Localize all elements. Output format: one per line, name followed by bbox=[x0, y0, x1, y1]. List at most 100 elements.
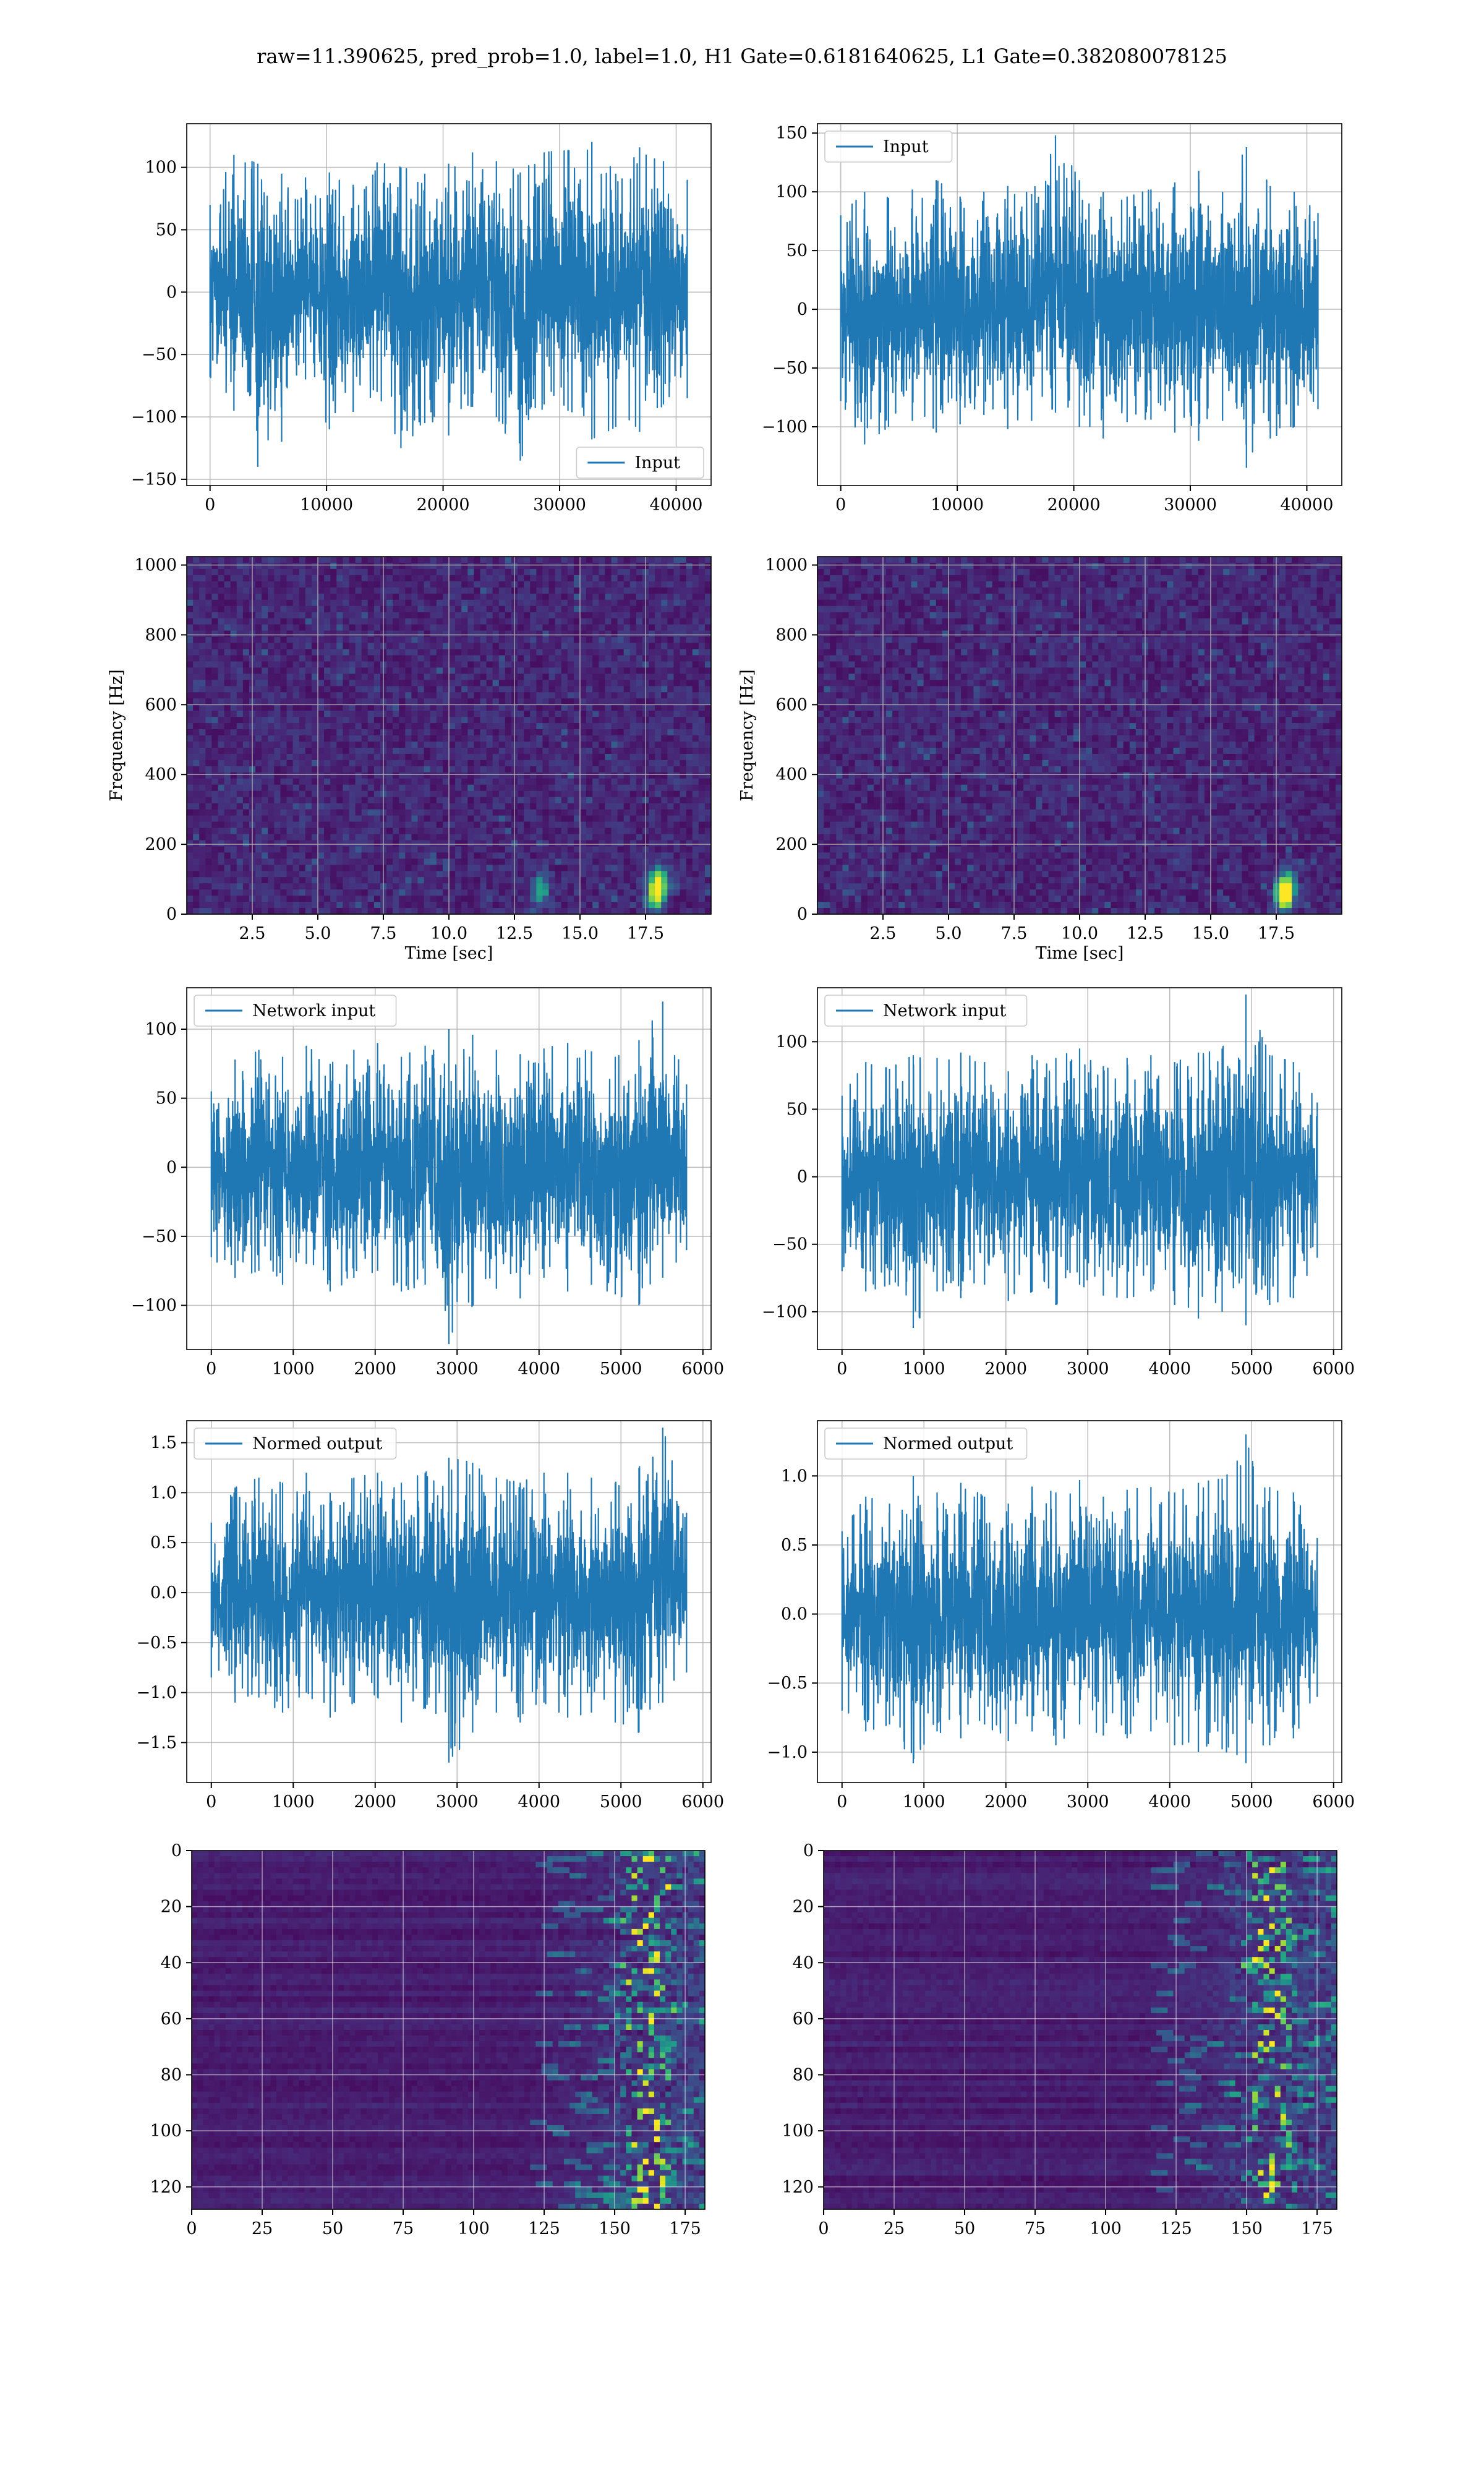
x-tick-label: 17.5 bbox=[1258, 924, 1295, 943]
l1-input-strain: 0 10000 20000 30000 40000 −100 −50 0 50 100 150 Inp… bbox=[762, 123, 1342, 515]
x-tick-label: 2000 bbox=[984, 1359, 1027, 1379]
x-tick-label: 50 bbox=[954, 2219, 975, 2238]
y-tick-label: 1000 bbox=[134, 556, 177, 575]
x-tick-label: 125 bbox=[1160, 2219, 1192, 2238]
x-tick-label: 40000 bbox=[1281, 495, 1334, 515]
y-tick-label: 0 bbox=[171, 1841, 182, 1860]
y-tick-label: 20 bbox=[161, 1898, 182, 1917]
y-axis-label: Frequency [Hz] bbox=[738, 669, 757, 801]
y-tick-label: 0 bbox=[803, 1841, 814, 1860]
h1-network-input: 0 1000 2000 3000 4000 5000 6000 −100 −50 0 50 100 Ne… bbox=[131, 987, 724, 1379]
y-tick-label: −1.0 bbox=[767, 1743, 808, 1762]
y-tick-label: −100 bbox=[131, 408, 177, 427]
y-tick-label: −1.5 bbox=[136, 1733, 177, 1752]
y-tick-label: 400 bbox=[145, 765, 177, 784]
y-tick-label: −150 bbox=[131, 470, 177, 489]
x-tick-label: 25 bbox=[884, 2219, 905, 2238]
axes-frame bbox=[186, 123, 712, 486]
y-tick-label: 1.5 bbox=[150, 1434, 177, 1453]
x-tick-label: 5.0 bbox=[936, 924, 962, 943]
x-tick-label: 6000 bbox=[1312, 1359, 1355, 1379]
x-tick-label: 75 bbox=[1025, 2219, 1046, 2238]
x-tick-label: 0 bbox=[835, 495, 846, 515]
x-tick-label: 40000 bbox=[650, 495, 703, 515]
x-axis-label: Time [sec] bbox=[405, 944, 493, 963]
x-tick-label: 0 bbox=[186, 2219, 197, 2238]
x-tick-label: 2000 bbox=[984, 1792, 1027, 1812]
y-tick-label: −0.5 bbox=[136, 1633, 177, 1653]
x-tick-label: 125 bbox=[528, 2219, 560, 2238]
axes-frame bbox=[823, 1850, 1337, 2210]
legend-box bbox=[576, 447, 704, 479]
x-tick-label: 0 bbox=[818, 2219, 829, 2238]
y-tick-label: −100 bbox=[131, 1296, 177, 1316]
x-tick-label: 0 bbox=[837, 1359, 847, 1379]
y-tick-label: 50 bbox=[156, 220, 177, 239]
y-tick-label: −100 bbox=[762, 1303, 808, 1322]
series-line bbox=[209, 142, 688, 467]
x-tick-label: 150 bbox=[599, 2219, 631, 2238]
x-tick-label: 0 bbox=[206, 1792, 216, 1812]
y-tick-label: 50 bbox=[787, 241, 808, 260]
y-tick-label: −100 bbox=[762, 417, 808, 437]
y-tick-label: 100 bbox=[150, 2121, 182, 2141]
x-tick-label: 5000 bbox=[1230, 1359, 1273, 1379]
axes-frame bbox=[191, 1850, 706, 2210]
x-tick-label: 75 bbox=[393, 2219, 414, 2238]
y-tick-label: 0.0 bbox=[150, 1583, 177, 1603]
x-tick-label: 17.5 bbox=[627, 924, 664, 943]
legend-label: Input bbox=[883, 137, 929, 156]
y-tick-label: 60 bbox=[793, 2010, 814, 2029]
legend-box bbox=[194, 995, 397, 1027]
legend-box bbox=[824, 995, 1028, 1027]
x-tick-label: 10000 bbox=[931, 495, 984, 515]
y-tick-label: 100 bbox=[145, 1020, 177, 1039]
y-tick-label: 50 bbox=[787, 1100, 808, 1119]
x-tick-label: 5000 bbox=[600, 1359, 642, 1379]
series-line bbox=[841, 994, 1318, 1329]
x-tick-label: 20000 bbox=[1047, 495, 1101, 515]
y-tick-label: 80 bbox=[793, 2066, 814, 2085]
x-tick-label: 4000 bbox=[1148, 1359, 1191, 1379]
axes-frame bbox=[817, 556, 1342, 915]
y-tick-label: 0 bbox=[166, 283, 177, 302]
y-tick-label: 600 bbox=[145, 695, 177, 714]
y-tick-label: −0.5 bbox=[767, 1674, 808, 1693]
x-tick-label: 2.5 bbox=[870, 924, 897, 943]
y-tick-label: 100 bbox=[775, 1032, 808, 1051]
x-tick-label: 10.0 bbox=[430, 924, 467, 943]
series-line bbox=[841, 1434, 1318, 1763]
y-tick-label: −50 bbox=[772, 1235, 808, 1254]
x-tick-label: 100 bbox=[458, 2219, 490, 2238]
y-tick-label: 0.5 bbox=[781, 1536, 808, 1555]
x-tick-label: 5000 bbox=[600, 1792, 642, 1812]
axes-frame bbox=[817, 1420, 1342, 1783]
x-tick-label: 10000 bbox=[300, 495, 353, 515]
y-tick-label: 0 bbox=[797, 905, 808, 924]
x-tick-label: 4000 bbox=[1148, 1792, 1191, 1812]
y-tick-label: 80 bbox=[161, 2066, 182, 2085]
h1-input-strain: 0 10000 20000 30000 40000 −150 −100 −50 0 50 100 In… bbox=[131, 123, 712, 515]
legend-label: Normed output bbox=[883, 1434, 1013, 1453]
y-tick-label: 0 bbox=[797, 1168, 808, 1187]
x-axis-label: Time [sec] bbox=[1036, 944, 1124, 963]
x-tick-label: 0 bbox=[206, 1359, 216, 1379]
x-tick-label: 2.5 bbox=[239, 924, 266, 943]
x-tick-label: 15.0 bbox=[1192, 924, 1229, 943]
x-tick-label: 2000 bbox=[354, 1359, 396, 1379]
y-tick-label: 800 bbox=[775, 625, 808, 644]
y-tick-label: 0 bbox=[797, 300, 808, 319]
series-line bbox=[840, 135, 1319, 468]
x-tick-label: 3000 bbox=[1067, 1792, 1109, 1812]
y-tick-label: 0 bbox=[166, 1158, 177, 1177]
y-tick-label: 60 bbox=[161, 2010, 182, 2029]
y-tick-label: 0.5 bbox=[150, 1533, 177, 1552]
x-tick-label: 20000 bbox=[417, 495, 470, 515]
legend-box bbox=[824, 1427, 1028, 1460]
x-tick-label: 6000 bbox=[681, 1359, 724, 1379]
legend-label: Input bbox=[634, 453, 680, 473]
x-tick-label: 4000 bbox=[518, 1792, 560, 1812]
x-tick-label: 12.5 bbox=[1127, 924, 1164, 943]
y-tick-label: 800 bbox=[145, 625, 177, 644]
legend-label: Network input bbox=[883, 1001, 1006, 1021]
